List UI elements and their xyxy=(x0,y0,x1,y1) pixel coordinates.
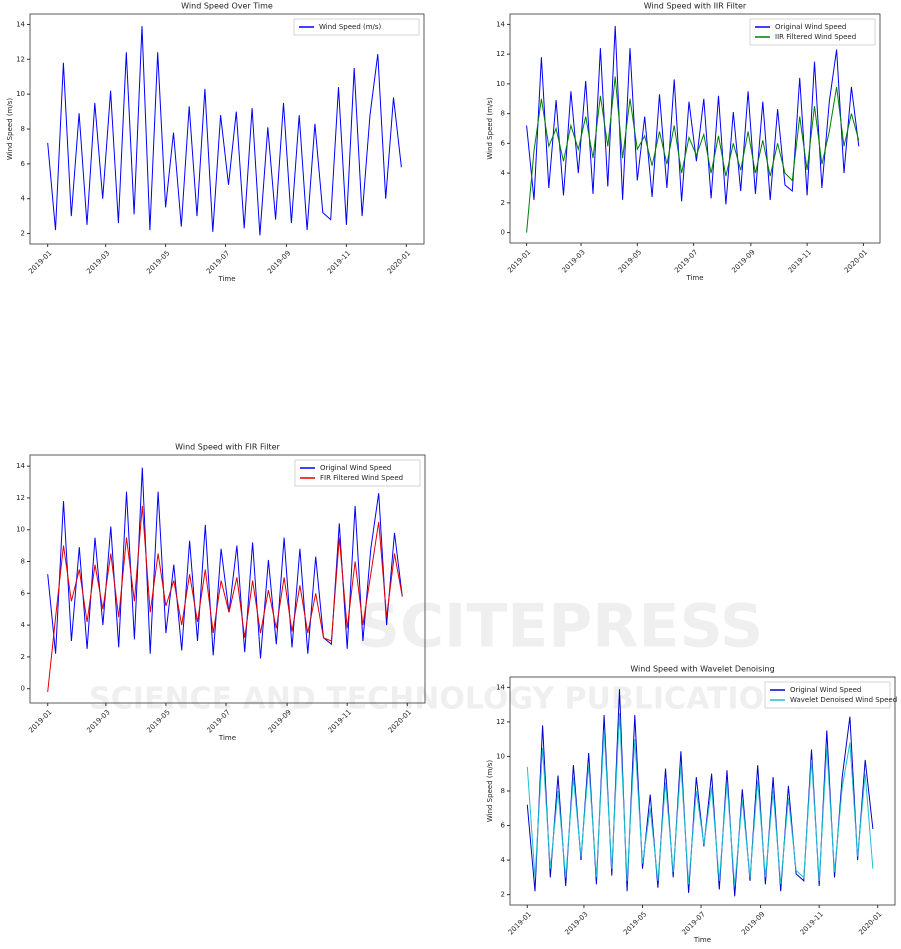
x-tick-label: 2020-01 xyxy=(857,910,883,936)
chart: Wind Speed with IIR Filter 0 2 4 6 8 10 12 14 201… xyxy=(486,2,881,282)
legend-box xyxy=(294,459,421,487)
y-tick-label: 4 xyxy=(501,856,506,864)
x-tick-label: 2019-03 xyxy=(563,910,589,936)
chart-title: Wind Speed with FIR Filter xyxy=(175,443,280,452)
x-tick-label: 2020-01 xyxy=(843,248,869,274)
y-axis-label: Wind Speed (m/s) xyxy=(486,760,494,823)
y-tick-label: 12 xyxy=(496,718,505,726)
y-tick-label: 10 xyxy=(16,90,25,98)
x-tick-label: 2019-11 xyxy=(326,249,352,275)
y-tick-label: 14 xyxy=(16,20,25,28)
x-tick-label: 2019-09 xyxy=(740,910,766,936)
y-tick-label: 2 xyxy=(21,653,25,661)
x-tick-label: 2019-09 xyxy=(266,249,292,275)
y-tick-label: 14 xyxy=(16,462,25,470)
x-axis-label: Time xyxy=(693,936,711,944)
legend-label: FIR Filtered Wind Speed xyxy=(320,474,403,482)
x-tick-label: 2019-01 xyxy=(506,248,532,274)
chart: Wind Speed Over Time 2 4 6 8 10 12 14 2019-01 201… xyxy=(6,2,425,283)
series-line xyxy=(47,505,403,692)
x-tick-label: 2019-01 xyxy=(507,910,533,936)
y-axis-label: Wind Speed (m/s) xyxy=(6,98,14,161)
x-tick-label: 2019-07 xyxy=(673,248,699,274)
y-tick-label: 6 xyxy=(501,822,506,830)
y-tick-label: 4 xyxy=(21,621,26,629)
y-tick-label: 8 xyxy=(21,125,25,133)
series-line xyxy=(526,689,874,897)
y-tick-label: 10 xyxy=(496,80,505,88)
y-tick-label: 14 xyxy=(496,20,505,28)
series-line xyxy=(47,467,403,659)
chart-title: Wind Speed with IIR Filter xyxy=(644,2,747,11)
y-tick-label: 6 xyxy=(21,589,26,597)
y-tick-label: 6 xyxy=(21,160,26,168)
watermark-brand: SCITEPRESS xyxy=(357,592,763,662)
y-tick-label: 4 xyxy=(501,169,506,177)
legend-box xyxy=(764,681,891,709)
series-line xyxy=(47,26,402,236)
chart-title: Wind Speed Over Time xyxy=(181,2,273,11)
legend-label: Original Wind Speed xyxy=(790,686,861,694)
y-tick-label: 6 xyxy=(501,139,506,147)
y-tick-label: 8 xyxy=(501,110,505,118)
y-tick-label: 14 xyxy=(496,683,505,691)
series-line xyxy=(526,25,860,205)
y-tick-label: 12 xyxy=(496,50,505,58)
y-tick-label: 4 xyxy=(21,195,26,203)
y-axis-label: Wind Speed (m/s) xyxy=(486,97,494,160)
y-tick-label: 0 xyxy=(501,229,505,237)
legend-label: Wind Speed (m/s) xyxy=(319,23,382,31)
legend-label: Wavelet Denoised Wind Speed xyxy=(790,696,897,704)
y-tick-label: 10 xyxy=(496,752,505,760)
x-tick-label: 2019-11 xyxy=(799,910,825,936)
x-axis-label: Time xyxy=(217,275,235,283)
y-tick-label: 8 xyxy=(21,558,25,566)
plot-frame xyxy=(509,13,881,244)
watermark-tagline: SCIENCE AND TECHNOLOGY PUBLICATIONS xyxy=(89,682,811,717)
x-axis-label: Time xyxy=(685,274,703,282)
legend-label: Original Wind Speed xyxy=(320,464,391,472)
x-tick-label: 2019-01 xyxy=(27,708,53,734)
series-line xyxy=(526,713,874,887)
x-tick-label: 2019-05 xyxy=(617,248,643,274)
y-tick-label: 2 xyxy=(21,230,25,238)
x-tick-label: 2019-05 xyxy=(622,910,648,936)
y-tick-label: 10 xyxy=(16,526,25,534)
x-axis-label: Time xyxy=(218,734,236,742)
x-tick-label: 2020-01 xyxy=(386,249,412,275)
y-tick-label: 12 xyxy=(16,494,25,502)
y-tick-label: 0 xyxy=(21,685,25,693)
y-tick-label: 12 xyxy=(16,55,25,63)
x-tick-label: 2019-07 xyxy=(205,249,231,275)
y-tick-label: 8 xyxy=(501,787,505,795)
chart-title: Wind Speed with Wavelet Denoising xyxy=(630,665,774,674)
legend-box xyxy=(293,18,420,36)
x-tick-label: 2019-03 xyxy=(561,248,587,274)
legend-label: Original Wind Speed xyxy=(775,23,846,31)
plot-frame xyxy=(509,676,896,906)
x-tick-label: 2019-11 xyxy=(787,248,813,274)
plot-frame xyxy=(29,454,426,704)
x-tick-label: 2019-05 xyxy=(145,249,171,275)
x-tick-label: 2019-01 xyxy=(27,249,53,275)
legend-box xyxy=(749,18,876,46)
plot-frame xyxy=(29,13,425,245)
y-tick-label: 2 xyxy=(501,891,505,899)
y-tick-label: 2 xyxy=(501,199,505,207)
x-tick-label: 2019-03 xyxy=(85,249,111,275)
legend-label: IIR Filtered Wind Speed xyxy=(775,33,856,41)
x-tick-label: 2019-09 xyxy=(730,248,756,274)
x-tick-label: 2019-07 xyxy=(681,910,707,936)
series-line xyxy=(526,76,860,233)
